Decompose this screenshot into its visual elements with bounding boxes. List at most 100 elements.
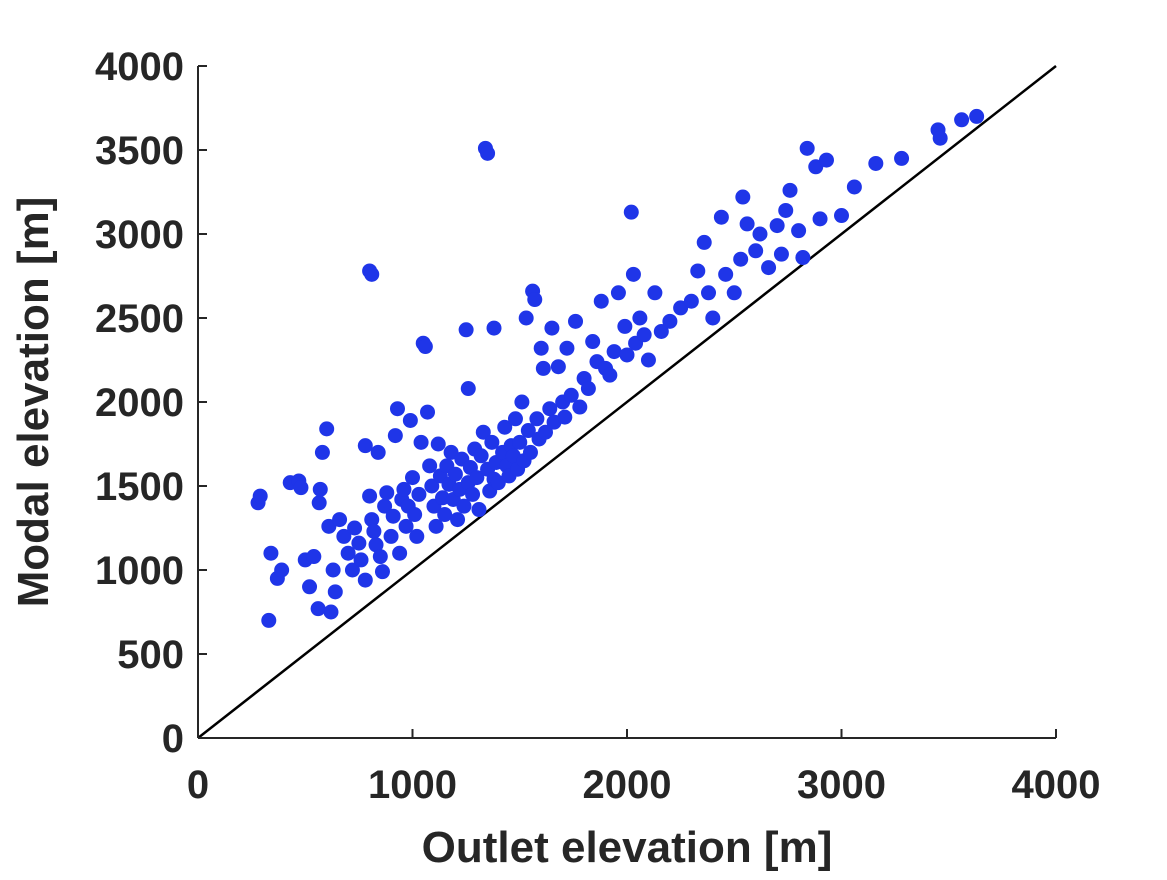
data-point [484, 434, 500, 450]
data-point [417, 339, 433, 355]
data-point [372, 549, 388, 565]
data-point [752, 226, 768, 242]
data-point [834, 208, 849, 224]
data-point [537, 424, 553, 440]
data-point [713, 209, 729, 225]
data-point [748, 243, 764, 259]
data-point [344, 562, 360, 578]
data-point [808, 159, 824, 175]
data-point [428, 518, 444, 534]
data-point [480, 145, 496, 161]
data-point [475, 424, 491, 440]
data-point [522, 444, 538, 460]
data-point [261, 612, 277, 628]
data-point [726, 285, 742, 301]
data-point [520, 423, 536, 439]
data-point [580, 381, 596, 397]
data-point [374, 564, 390, 580]
data-point [471, 502, 487, 518]
data-point [690, 263, 706, 279]
data-point [366, 523, 382, 539]
data-point [653, 323, 669, 339]
data-point [572, 399, 588, 415]
data-point [377, 498, 393, 514]
data-point [351, 535, 367, 551]
data-point [383, 528, 399, 544]
data-point [443, 444, 459, 460]
data-point [458, 322, 474, 338]
data-point [761, 260, 777, 276]
data-point [894, 150, 910, 166]
data-point [662, 313, 678, 329]
data-point [357, 438, 373, 454]
data-point [430, 436, 446, 452]
data-point [514, 394, 530, 410]
data-point [497, 419, 513, 435]
y-tick-label: 2500 [95, 297, 184, 341]
data-point [769, 218, 785, 234]
data-point [420, 404, 436, 420]
data-point [409, 528, 425, 544]
data-point [456, 498, 472, 514]
x-tick-label: 1000 [368, 763, 457, 807]
data-point [469, 470, 485, 486]
data-point [321, 518, 337, 534]
data-point [486, 320, 502, 336]
data-point [696, 234, 712, 250]
data-point [673, 300, 689, 316]
x-axis-label: Outlet elevation [m] [422, 823, 833, 872]
data-point [647, 285, 663, 301]
data-point [733, 251, 749, 267]
data-point [782, 182, 798, 198]
data-point [593, 293, 609, 309]
data-point [447, 466, 463, 482]
y-tick-label: 2000 [95, 381, 184, 425]
data-point [252, 488, 268, 504]
x-tick-label: 2000 [583, 763, 672, 807]
data-point [623, 204, 639, 220]
data-point [568, 313, 584, 329]
data-point [636, 327, 652, 343]
data-point [465, 486, 481, 502]
x-tick-label: 4000 [1012, 763, 1101, 807]
data-point [557, 409, 573, 425]
data-point [398, 518, 414, 534]
data-point [640, 352, 656, 368]
data-point [319, 421, 335, 437]
data-point [413, 434, 429, 450]
data-point [799, 140, 815, 156]
data-point [602, 367, 618, 383]
data-point [705, 310, 721, 326]
data-point [274, 562, 290, 578]
one-to-one-line [197, 65, 1057, 739]
data-point [739, 216, 755, 232]
y-tick-label: 3000 [95, 213, 184, 257]
data-point [632, 310, 648, 326]
y-tick-label: 4000 [95, 45, 184, 89]
data-point [368, 537, 384, 553]
data-point [347, 520, 363, 536]
x-ticks: 0 1000 2000 3000 4000 [187, 729, 1101, 807]
data-point [311, 495, 327, 511]
data-point [396, 481, 412, 497]
data-point [542, 401, 558, 417]
y-ticks: 0 500 1000 1500 2000 2500 3000 3500 4000 [95, 45, 207, 761]
data-point [357, 572, 373, 588]
data-point [325, 562, 341, 578]
data-point [490, 475, 506, 491]
y-tick-label: 3500 [95, 129, 184, 173]
data-point [617, 318, 633, 334]
data-point [518, 310, 534, 326]
data-point [364, 266, 380, 282]
y-tick-label: 500 [117, 633, 184, 677]
data-point [718, 266, 734, 282]
data-point [473, 448, 489, 464]
data-point [812, 211, 828, 227]
y-tick-label: 1000 [95, 549, 184, 593]
data-point [422, 458, 438, 474]
data-point [954, 112, 970, 128]
data-point [735, 189, 751, 205]
data-point [683, 293, 699, 309]
